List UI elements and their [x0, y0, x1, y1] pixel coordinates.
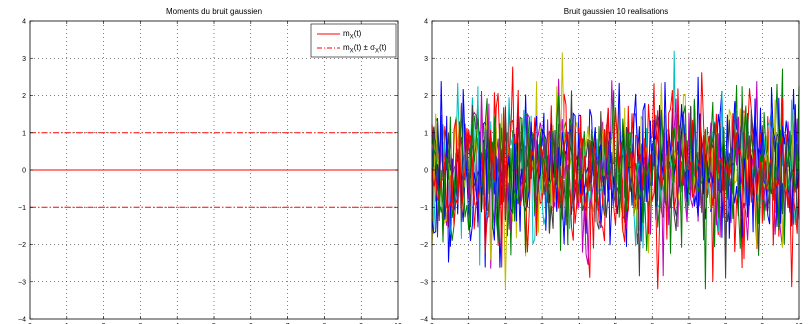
left-chart: Moments du bruit gaussien 01234567891043…	[18, 7, 402, 324]
noise-realisation-9	[431, 84, 800, 254]
right-ytick-label: 0	[424, 168, 428, 175]
left-legend: mX(t) mX(t) ± σX(t)	[310, 23, 397, 58]
right-ytick-label: 1	[424, 130, 428, 137]
left-ytick-label: 1	[22, 130, 26, 137]
left-series	[30, 132, 398, 208]
left-ticks: 01234567891043210−1−2−3−4	[18, 19, 402, 324]
right-ytick-label: −3	[420, 279, 428, 286]
left-ytick-label: 0	[22, 168, 26, 175]
right-chart-title: Bruit gaussien 10 realisations	[564, 7, 669, 16]
right-ticks: 01234567891043210−1−2−3−4	[420, 19, 803, 324]
left-ytick-label: −2	[18, 242, 26, 249]
right-ytick-label: 3	[424, 56, 428, 63]
right-ytick-label: −1	[420, 205, 428, 212]
left-ytick-label: 4	[22, 19, 26, 26]
legend-box	[310, 23, 397, 58]
right-chart: Bruit gaussien 10 realisations 012345678…	[420, 7, 803, 324]
right-ytick-label: 2	[424, 93, 428, 100]
right-ytick-label: −4	[420, 317, 428, 324]
left-ytick-label: 3	[22, 56, 26, 63]
right-ytick-label: −2	[420, 242, 428, 249]
left-ytick-label: 2	[22, 93, 26, 100]
noise-realisation-10	[431, 72, 800, 288]
right-ytick-label: 4	[424, 19, 428, 26]
left-ytick-label: −1	[18, 205, 26, 212]
legend-band-label: mX(t) ± σX(t)	[343, 43, 387, 55]
left-ytick-label: −3	[18, 279, 26, 286]
left-ytick-label: −4	[18, 317, 26, 324]
legend-mean-label: mX(t)	[343, 29, 362, 41]
left-chart-title: Moments du bruit gaussien	[166, 7, 262, 16]
right-series	[431, 50, 800, 290]
